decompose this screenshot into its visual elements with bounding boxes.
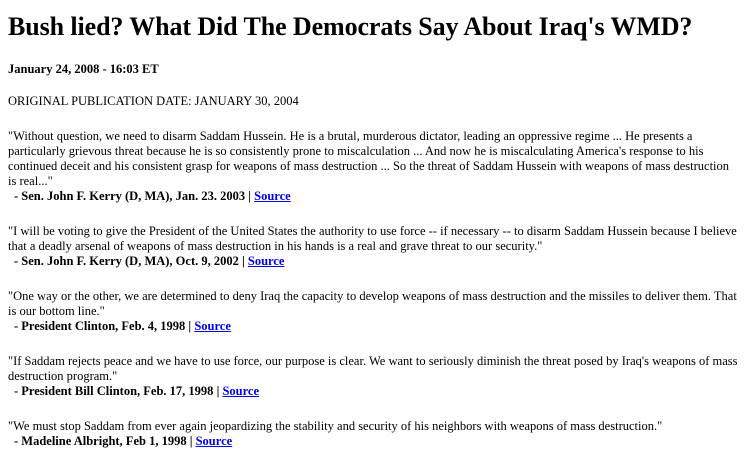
separator: | <box>186 434 196 448</box>
source-link[interactable]: Source <box>194 319 231 333</box>
separator: | <box>245 189 255 203</box>
separator: | <box>213 384 223 398</box>
separator: | <box>238 254 248 268</box>
quote-text: "Without question, we need to disarm Sad… <box>8 129 730 188</box>
source-link[interactable]: Source <box>247 254 285 268</box>
quote-attribution: - Sen. John F. Kerry (D, MA), Jan. 23. 2… <box>14 189 246 203</box>
quote-attribution-line: - Madeline Albright, Feb 1, 1998 | Sourc… <box>8 434 738 449</box>
quote-attribution: - Madeline Albright, Feb 1, 1998 <box>14 434 187 448</box>
quote-item: "If Saddam rejects peace and we have to … <box>8 354 738 399</box>
source-link[interactable]: Source <box>254 189 291 203</box>
quote-attribution-line: - Sen. John F. Kerry (D, MA), Oct. 9, 20… <box>8 254 738 269</box>
quote-attribution-line: - President Bill Clinton, Feb. 17, 1998 … <box>8 384 738 399</box>
quote-text: "I will be voting to give the President … <box>8 224 737 253</box>
source-link[interactable]: Source <box>195 434 233 448</box>
separator: | <box>185 319 195 333</box>
quote-text: "If Saddam rejects peace and we have to … <box>8 354 738 383</box>
quote-item: "One way or the other, we are determined… <box>8 289 738 334</box>
quote-list: "Without question, we need to disarm Sad… <box>8 129 738 469</box>
quote-item: "I will be voting to give the President … <box>8 224 738 269</box>
quote-text: "One way or the other, we are determined… <box>8 289 737 318</box>
quote-attribution-line: - Sen. John F. Kerry (D, MA), Jan. 23. 2… <box>8 189 738 204</box>
quote-item: "Without question, we need to disarm Sad… <box>8 129 738 204</box>
quote-attribution: - Sen. John F. Kerry (D, MA), Oct. 9, 20… <box>14 254 239 268</box>
original-publication-date: ORIGINAL PUBLICATION DATE: JANUARY 30, 2… <box>8 94 299 108</box>
quote-attribution: - President Bill Clinton, Feb. 17, 1998 <box>14 384 214 398</box>
page-title: Bush lied? What Did The Democrats Say Ab… <box>8 12 693 41</box>
quote-attribution: - President Clinton, Feb. 4, 1998 <box>14 319 186 333</box>
source-link[interactable]: Source <box>222 384 260 398</box>
quote-item: "We must stop Saddam from ever again jeo… <box>8 419 738 449</box>
quote-attribution-line: - President Clinton, Feb. 4, 1998 | Sour… <box>8 319 738 334</box>
quote-text: "We must stop Saddam from ever again jeo… <box>8 419 663 433</box>
dateline: January 24, 2008 - 16:03 ET <box>8 62 159 76</box>
